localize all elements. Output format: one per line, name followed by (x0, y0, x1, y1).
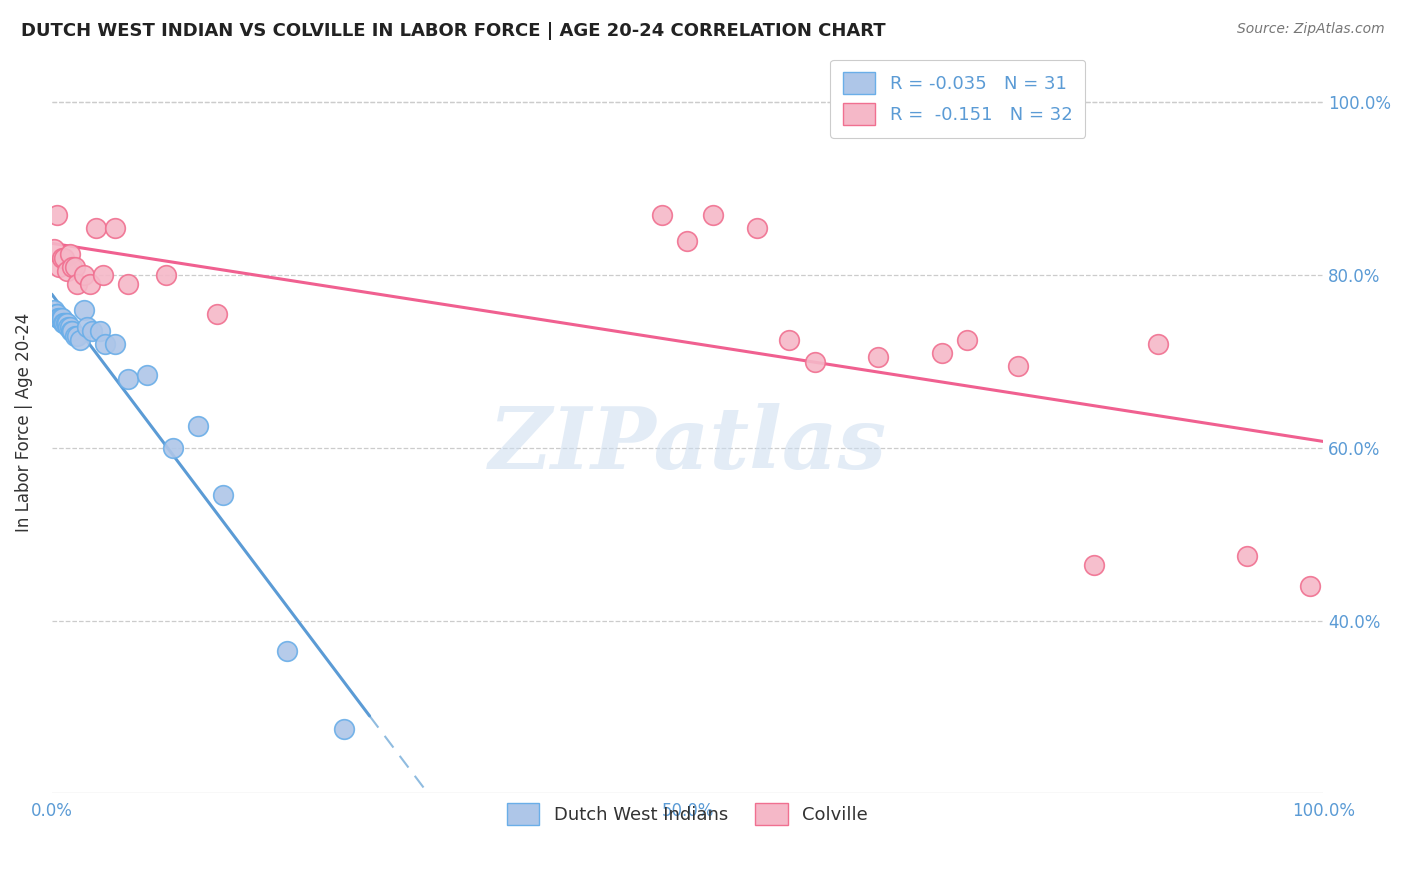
Point (44, 302, 66, 317)
Text: ZIPatlas: ZIPatlas (488, 402, 887, 486)
Point (333, 722, 356, 736)
Point (84, 220, 107, 235)
Point (53, 316, 76, 330)
Point (956, 333, 979, 347)
Point (44, 242, 66, 256)
Point (1236, 549, 1258, 563)
Point (94, 337, 117, 351)
Point (651, 208, 673, 222)
Point (187, 419, 209, 434)
Point (931, 346, 953, 360)
Point (48, 260, 70, 274)
Point (162, 441, 184, 455)
Point (46, 311, 69, 326)
Point (66, 277, 89, 291)
Text: DUTCH WEST INDIAN VS COLVILLE IN LABOR FORCE | AGE 20-24 CORRELATION CHART: DUTCH WEST INDIAN VS COLVILLE IN LABOR F… (21, 22, 886, 40)
Point (72, 302, 94, 317)
Point (49, 311, 72, 326)
Point (868, 351, 890, 365)
Point (117, 277, 139, 291)
Point (58, 320, 80, 334)
Point (1007, 359, 1029, 373)
Point (69, 333, 91, 347)
Point (45, 307, 67, 321)
Point (76, 320, 98, 334)
Point (48, 311, 70, 326)
Point (72, 268, 94, 283)
Point (60, 260, 83, 274)
Point (51, 311, 73, 326)
Point (55, 316, 77, 330)
Point (212, 488, 235, 502)
Point (1299, 579, 1322, 593)
Point (276, 644, 298, 658)
Point (56, 264, 79, 278)
Y-axis label: In Labor Force | Age 20-24: In Labor Force | Age 20-24 (15, 312, 32, 532)
Point (89, 324, 111, 338)
Point (104, 337, 127, 351)
Point (59, 324, 82, 338)
Point (63, 328, 86, 343)
Point (117, 372, 139, 386)
Point (58, 246, 80, 260)
Point (1147, 337, 1170, 351)
Point (45, 307, 67, 321)
Point (82, 324, 104, 338)
Point (79, 277, 101, 291)
Point (56, 316, 79, 330)
Point (66, 328, 89, 343)
Point (60, 324, 83, 338)
Point (136, 368, 159, 382)
Point (104, 220, 127, 235)
Point (205, 307, 228, 321)
Point (58, 320, 80, 334)
Point (91, 268, 114, 283)
Point (1083, 558, 1105, 572)
Point (676, 234, 699, 248)
Point (778, 333, 800, 347)
Point (52, 316, 75, 330)
Text: Source: ZipAtlas.com: Source: ZipAtlas.com (1237, 22, 1385, 37)
Point (803, 354, 825, 368)
Point (702, 208, 724, 222)
Point (51, 251, 73, 265)
Point (747, 220, 769, 235)
Point (63, 260, 86, 274)
Point (53, 251, 76, 265)
Point (155, 268, 177, 283)
Legend: Dutch West Indians, Colville: Dutch West Indians, Colville (496, 793, 879, 837)
Point (45, 208, 67, 222)
